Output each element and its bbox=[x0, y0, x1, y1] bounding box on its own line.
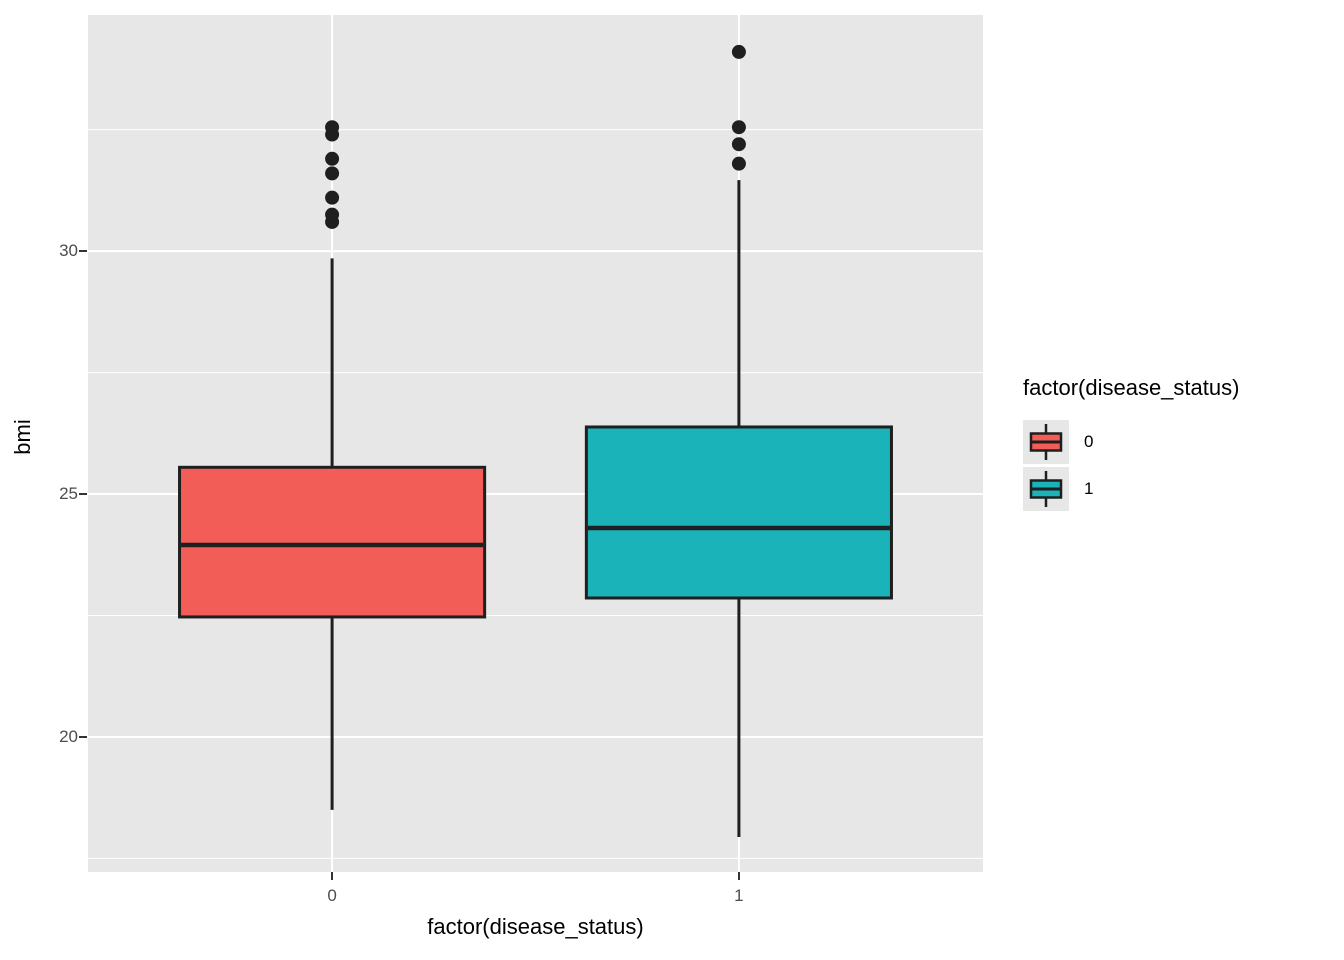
boxplot-canvas bbox=[88, 15, 983, 872]
y-tick-mark bbox=[79, 493, 87, 496]
x-tick-mark bbox=[331, 872, 334, 880]
outlier-dot bbox=[325, 151, 340, 166]
outlier-dot bbox=[325, 120, 340, 135]
outlier-dot bbox=[731, 156, 746, 171]
legend-key-label: 1 bbox=[1084, 479, 1094, 498]
legend-title: factor(disease_status) bbox=[1023, 375, 1240, 400]
legend-key-label: 0 bbox=[1084, 432, 1094, 451]
y-tick-label: 20 bbox=[59, 726, 78, 746]
outlier-dot bbox=[325, 207, 340, 222]
outlier-dot bbox=[731, 137, 746, 152]
x-tick-label: 0 bbox=[327, 886, 337, 905]
x-tick-mark bbox=[737, 872, 740, 880]
y-tick-mark bbox=[79, 735, 87, 738]
box-rect bbox=[178, 465, 487, 619]
outlier-dot bbox=[325, 190, 340, 205]
boxplot-glyph-icon bbox=[1029, 471, 1063, 507]
legend-key bbox=[1023, 420, 1069, 464]
y-tick-mark bbox=[79, 250, 87, 253]
y-tick-label: 30 bbox=[59, 241, 78, 261]
outlier-dot bbox=[731, 44, 746, 59]
boxplot-glyph-icon bbox=[1029, 424, 1063, 460]
y-axis-title: bmi bbox=[10, 419, 35, 455]
legend-entry: 0 bbox=[1023, 420, 1343, 464]
outlier-dot bbox=[731, 120, 746, 135]
legend-key bbox=[1023, 467, 1069, 511]
x-axis-title: factor(disease_status) bbox=[427, 914, 644, 939]
x-tick-label: 1 bbox=[734, 886, 744, 905]
legend-entry: 1 bbox=[1023, 467, 1343, 511]
plot-panel bbox=[88, 15, 983, 872]
outlier-dot bbox=[325, 166, 340, 181]
y-tick-label: 25 bbox=[59, 484, 78, 504]
box-rect bbox=[584, 425, 893, 600]
